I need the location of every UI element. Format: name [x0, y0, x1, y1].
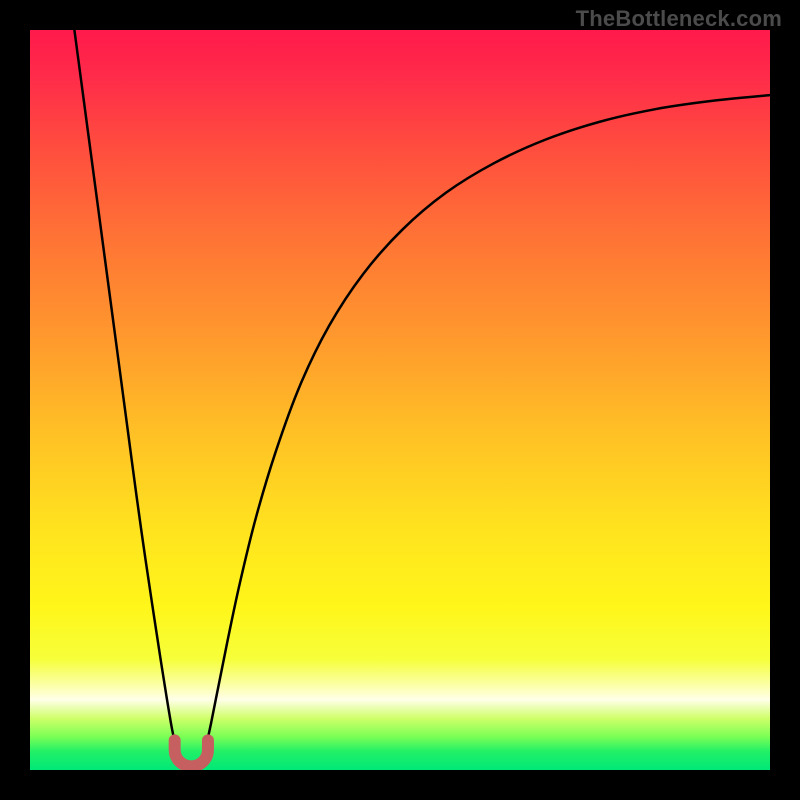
- plot-area: [30, 30, 770, 770]
- watermark-text: TheBottleneck.com: [576, 6, 782, 32]
- gradient-background: [30, 30, 770, 770]
